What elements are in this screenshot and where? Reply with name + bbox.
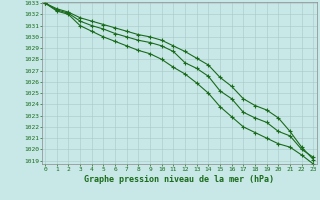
X-axis label: Graphe pression niveau de la mer (hPa): Graphe pression niveau de la mer (hPa)	[84, 175, 274, 184]
